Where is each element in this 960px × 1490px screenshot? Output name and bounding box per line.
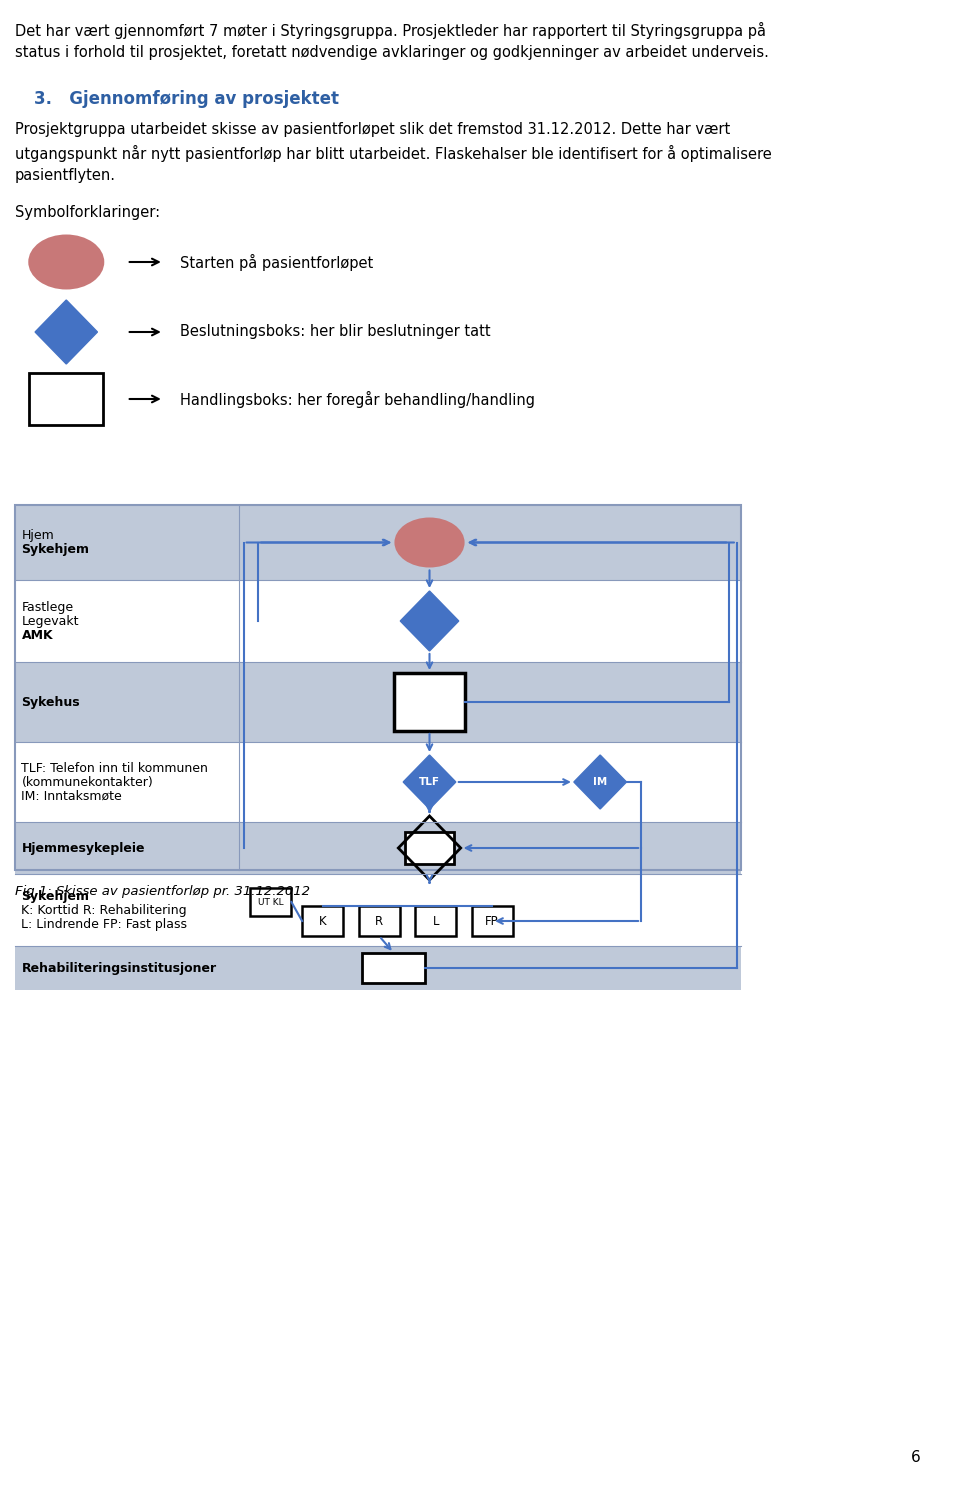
Text: Handlingsboks: her foregår behandling/handling: Handlingsboks: her foregår behandling/ha… [180,390,536,408]
Text: Beslutningsboks: her blir beslutninger tatt: Beslutningsboks: her blir beslutninger t… [180,323,491,340]
Bar [415,906,456,936]
Text: TLF: Telefon inn til kommunen: TLF: Telefon inn til kommunen [21,761,208,775]
Polygon shape [574,755,627,809]
Ellipse shape [28,234,105,289]
Text: K: K [319,915,326,927]
Bar [405,831,454,864]
Text: UT KL: UT KL [258,897,284,906]
Text: pasientflyten.: pasientflyten. [14,168,115,183]
Text: AMK: AMK [21,629,53,642]
Text: R: R [375,915,383,927]
Text: (kommunekontakter): (kommunekontakter) [21,775,154,788]
Bar [14,580,741,662]
Text: Hjemmesykepleie: Hjemmesykepleie [21,842,145,854]
Text: 3.   Gjennomføring av prosjektet: 3. Gjennomføring av prosjektet [35,89,339,107]
Text: Fastlege: Fastlege [21,600,74,614]
Text: Prosjektgruppa utarbeidet skisse av pasientforløpet slik det fremstod 31.12.2012: Prosjektgruppa utarbeidet skisse av pasi… [14,122,730,137]
Bar [14,742,741,822]
Text: Symbolforklaringer:: Symbolforklaringer: [14,206,159,221]
Text: TLF: TLF [419,776,440,787]
Text: FP: FP [486,915,499,927]
Bar [395,673,465,732]
Text: L: L [432,915,439,927]
Text: L: Lindrende FP: Fast plass: L: Lindrende FP: Fast plass [21,918,187,930]
Text: Sykehus: Sykehus [21,696,80,709]
Text: status i forhold til prosjektet, foretatt nødvendige avklaringer og godkjenninge: status i forhold til prosjektet, foretat… [14,45,769,60]
Polygon shape [36,299,98,364]
Text: IM: IM [593,776,608,787]
Text: IM: Inntaksmøte: IM: Inntaksmøte [21,790,122,803]
Text: Fig 1: Skisse av pasientforløp pr. 31.12.2012: Fig 1: Skisse av pasientforløp pr. 31.12… [14,885,310,898]
Ellipse shape [395,517,465,568]
Bar [29,372,104,425]
Text: Legevakt: Legevakt [21,614,79,627]
Bar [359,906,399,936]
Bar [14,875,741,946]
Text: Starten på pasientforløpet: Starten på pasientforløpet [180,253,373,271]
Text: Rehabiliteringsinstitusjoner: Rehabiliteringsinstitusjoner [21,961,217,974]
Bar [14,946,741,989]
Bar [14,505,741,580]
Text: Det har vært gjennomført 7 møter i Styringsgruppa. Prosjektleder har rapportert : Det har vært gjennomført 7 møter i Styri… [14,22,766,39]
Bar [14,662,741,742]
Text: Sykehjem: Sykehjem [21,890,89,903]
Bar [471,906,513,936]
Bar [14,822,741,875]
Bar [14,505,741,870]
Polygon shape [403,755,456,809]
Text: Hjem: Hjem [21,529,54,542]
Bar [302,906,343,936]
Bar [14,505,741,870]
Bar [362,954,425,983]
Text: utgangspunkt når nytt pasientforløp har blitt utarbeidet. Flaskehalser ble ident: utgangspunkt når nytt pasientforløp har … [14,145,772,162]
Text: K: Korttid R: Rehabilitering: K: Korttid R: Rehabilitering [21,903,187,916]
Text: Sykehjem: Sykehjem [21,542,89,556]
Bar [251,888,292,916]
Text: 6: 6 [911,1450,921,1465]
Polygon shape [400,592,459,651]
